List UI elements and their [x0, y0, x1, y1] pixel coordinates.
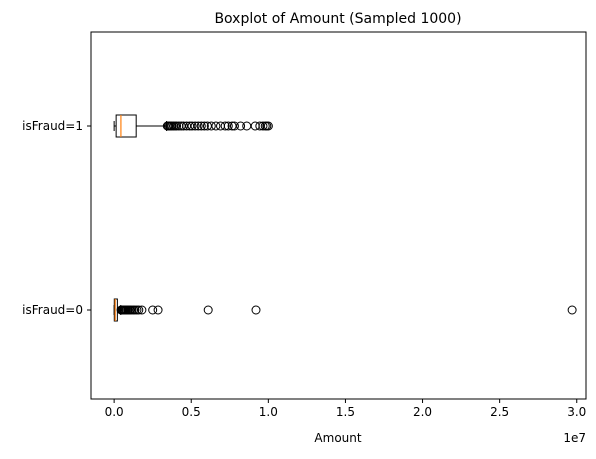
outlier-point: [212, 122, 220, 130]
y-tick-label: isFraud=1: [22, 119, 83, 133]
plot-area: [114, 115, 576, 321]
outlier-point: [217, 122, 225, 130]
x-tick-label: 3.0: [567, 405, 586, 419]
outlier-point: [252, 306, 260, 314]
x-axis: 0.0 0.5 1.0 1.5 2.0 2.5 3.0: [105, 399, 587, 419]
chart-title: Boxplot of Amount (Sampled 1000): [214, 11, 461, 27]
x-tick-label: 0.0: [105, 405, 124, 419]
x-tick-label: 2.5: [490, 405, 509, 419]
x-tick-label: 1.5: [336, 405, 355, 419]
outlier-point: [251, 122, 259, 130]
x-tick-label: 0.5: [182, 405, 201, 419]
iqr-box: [116, 115, 136, 137]
box-series-0: [114, 299, 576, 321]
x-tick-label: 2.0: [413, 405, 432, 419]
y-axis: isFraud=0 isFraud=1: [22, 119, 91, 317]
plot-frame: [91, 32, 586, 399]
outlier-point: [568, 306, 576, 314]
x-tick-label: 1.0: [259, 405, 278, 419]
box-series-1: [114, 115, 272, 137]
y-tick-label: isFraud=0: [22, 303, 83, 317]
x-axis-label: Amount: [314, 431, 361, 445]
outlier-point: [243, 122, 251, 130]
x-axis-offset-label: 1e7: [563, 431, 586, 445]
outlier-point: [204, 306, 212, 314]
outlier-point: [154, 306, 162, 314]
